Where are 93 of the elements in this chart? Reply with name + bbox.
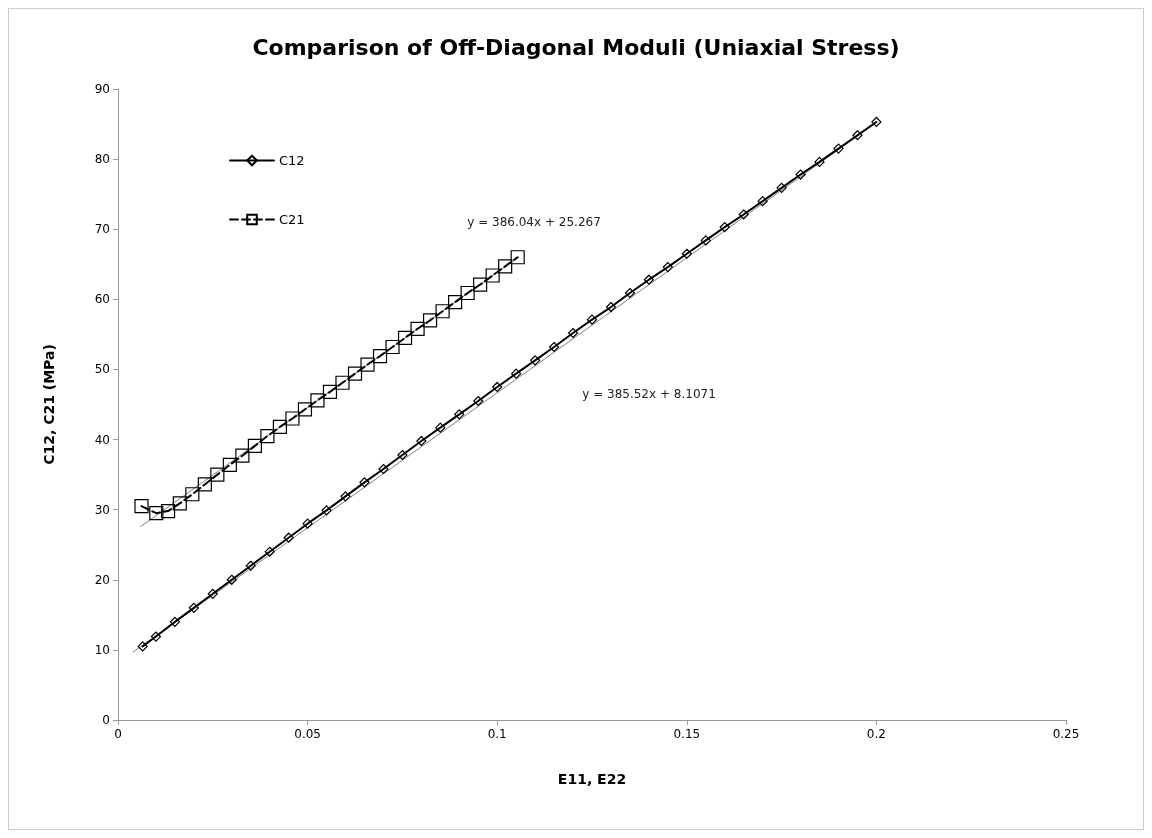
point <box>757 196 768 207</box>
point <box>498 259 513 274</box>
y-tick-label: 50 <box>94 362 110 377</box>
point <box>222 457 237 472</box>
point <box>197 477 212 492</box>
point <box>185 487 200 502</box>
point <box>473 277 488 292</box>
point <box>172 496 187 511</box>
point <box>134 499 149 514</box>
point <box>871 116 882 128</box>
point <box>795 169 806 180</box>
point <box>283 532 294 543</box>
point <box>297 402 313 417</box>
y-tick-label: 60 <box>94 292 110 307</box>
point <box>210 467 225 482</box>
y-tick-label: 10 <box>94 642 110 657</box>
point <box>416 435 427 447</box>
point <box>137 641 148 652</box>
point <box>235 448 250 463</box>
point <box>814 156 825 168</box>
point <box>150 631 162 642</box>
x-axis-title: E11, E22 <box>557 771 627 787</box>
x-tick-label: 0.1 <box>487 727 507 741</box>
y-tick-label: 80 <box>94 152 110 167</box>
point <box>226 574 237 585</box>
point <box>643 274 654 285</box>
y-tick-label: 0 <box>102 713 110 727</box>
y-tick-label: 70 <box>94 222 110 237</box>
point <box>188 602 199 613</box>
point <box>548 341 560 353</box>
point <box>378 463 389 475</box>
y-axis-title: C12, C21 (MPa) <box>41 344 57 465</box>
y-tick-label: 90 <box>94 82 110 96</box>
point <box>360 357 375 372</box>
point <box>340 491 351 502</box>
x-tick-label: 0 <box>114 727 122 741</box>
y-tick-label: 20 <box>94 572 110 587</box>
point <box>260 428 275 444</box>
y-tick-label: 40 <box>94 432 110 447</box>
point <box>272 419 288 435</box>
point <box>662 261 673 273</box>
y-tick-label: 30 <box>94 502 110 517</box>
point <box>567 327 579 339</box>
x-tick-label: 0.05 <box>294 727 321 741</box>
point <box>410 321 425 336</box>
point <box>335 375 350 390</box>
chart-title: Comparison of Off-Diagonal Moduli (Uniaxial Stress) <box>252 34 900 60</box>
point <box>285 411 300 426</box>
point <box>169 616 180 627</box>
point <box>624 287 636 299</box>
point <box>460 285 475 301</box>
point <box>530 355 541 366</box>
point <box>264 546 275 557</box>
point <box>605 301 617 313</box>
point <box>448 295 463 310</box>
point <box>681 248 692 259</box>
annotation: y = 385.52x + 8.1071 <box>582 387 716 401</box>
legend-label: C21 <box>279 212 305 227</box>
point <box>511 368 522 379</box>
point <box>347 366 363 381</box>
point <box>160 503 176 519</box>
point <box>454 409 465 420</box>
point <box>510 250 525 265</box>
point <box>700 235 711 246</box>
point <box>397 449 408 461</box>
point <box>372 349 388 364</box>
point <box>435 304 450 319</box>
point <box>397 330 413 345</box>
point <box>310 393 325 408</box>
x-tick-label: 0.15 <box>673 727 701 741</box>
point <box>473 395 484 407</box>
x-tick-label: 0.2 <box>866 727 886 741</box>
point <box>852 130 863 141</box>
point <box>586 314 598 325</box>
point <box>435 422 446 433</box>
point <box>207 588 218 599</box>
point <box>247 438 262 453</box>
legend-label: C12 <box>279 153 305 168</box>
point <box>833 143 844 154</box>
point <box>359 477 370 488</box>
point <box>149 506 164 521</box>
x-tick-label: 0.25 <box>1052 727 1080 741</box>
point <box>422 313 438 328</box>
point <box>245 560 256 571</box>
annotation: y = 386.04x + 25.267 <box>467 215 601 229</box>
point <box>719 222 730 233</box>
point <box>492 381 503 393</box>
point <box>776 182 787 193</box>
point <box>738 209 749 220</box>
point <box>302 518 313 529</box>
point <box>485 268 500 283</box>
point <box>321 505 332 516</box>
point <box>322 384 338 399</box>
